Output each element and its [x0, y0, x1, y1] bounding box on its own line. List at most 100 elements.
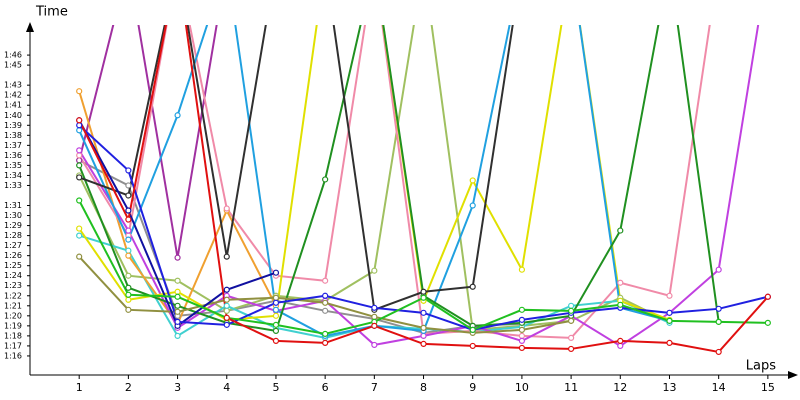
y-tick-label: 1:19	[4, 321, 22, 330]
point	[223, 307, 230, 314]
y-tick-label: 1:17	[4, 341, 22, 350]
y-tick-label: 1:36	[4, 151, 22, 160]
y-tick-label: 1:26	[4, 251, 22, 260]
point	[322, 307, 329, 314]
point	[715, 318, 722, 325]
point	[174, 332, 181, 339]
series-line	[78, 25, 670, 331]
point	[125, 236, 132, 243]
point	[272, 294, 280, 301]
x-tick-label: 3	[174, 381, 181, 394]
point	[420, 324, 427, 331]
point	[371, 322, 378, 329]
y-tick-label: 1:46	[4, 51, 22, 60]
point	[617, 337, 624, 345]
point	[76, 122, 83, 129]
point	[420, 309, 427, 316]
point	[174, 254, 181, 261]
point	[223, 253, 230, 260]
x-tick-label: 1	[76, 381, 83, 394]
point	[125, 207, 132, 214]
point	[518, 337, 526, 345]
point	[764, 319, 771, 326]
point	[174, 277, 181, 284]
x-tick-label: 4	[223, 381, 230, 394]
point	[322, 339, 329, 347]
point	[76, 157, 83, 164]
point	[518, 306, 526, 313]
y-tick-label: 1:33	[4, 181, 22, 190]
point	[715, 305, 722, 312]
y-tick-label: 1:25	[4, 261, 22, 270]
point	[223, 296, 230, 303]
point	[125, 252, 132, 259]
point	[76, 147, 83, 154]
series-line	[78, 25, 514, 312]
y-tick-label: 1:42	[4, 91, 22, 100]
y-tick-label: 1:37	[4, 141, 22, 150]
point	[125, 167, 132, 174]
point	[469, 283, 476, 290]
y-tick-label: 1:43	[4, 81, 22, 90]
x-tick-label: 14	[712, 381, 726, 394]
point	[223, 321, 230, 328]
x-tick-label: 11	[564, 381, 578, 394]
point	[568, 307, 575, 314]
point	[174, 112, 181, 119]
point	[322, 176, 329, 183]
point	[272, 299, 280, 306]
point	[125, 284, 132, 291]
point	[371, 304, 378, 311]
point	[420, 340, 427, 348]
point	[76, 127, 83, 134]
point	[174, 318, 181, 325]
y-tick-label: 1:40	[4, 111, 22, 120]
y-tick-label: 1:22	[4, 291, 22, 300]
point	[371, 313, 378, 320]
point	[617, 301, 624, 308]
y-tick-label: 1:30	[4, 211, 22, 220]
point	[125, 291, 132, 298]
point	[371, 341, 378, 349]
x-tick-label: 13	[662, 381, 676, 394]
point	[125, 182, 132, 189]
y-tick-label: 1:45	[4, 61, 22, 70]
point	[469, 177, 476, 184]
point	[223, 205, 230, 212]
point	[518, 266, 526, 273]
point	[568, 317, 575, 324]
point	[125, 227, 132, 234]
point	[469, 326, 476, 333]
point	[617, 279, 624, 286]
point	[617, 227, 624, 234]
point	[125, 192, 132, 199]
point	[125, 272, 132, 279]
point	[518, 316, 526, 323]
y-tick-label: 1:27	[4, 241, 22, 250]
x-tick-label: 9	[469, 381, 476, 394]
x-arrow	[788, 371, 798, 379]
point	[76, 174, 83, 181]
point	[223, 302, 230, 309]
point	[518, 332, 526, 339]
point	[322, 292, 329, 299]
point	[76, 232, 83, 239]
point	[76, 225, 83, 232]
point	[764, 293, 771, 300]
point	[666, 309, 673, 316]
point	[174, 308, 181, 315]
point	[125, 296, 132, 303]
point	[371, 267, 378, 274]
y-tick-label: 1:18	[4, 331, 22, 340]
point	[76, 162, 83, 169]
x-tick-label: 15	[761, 381, 775, 394]
point	[125, 247, 132, 254]
x-axis-label: Laps	[746, 359, 776, 374]
point	[272, 327, 280, 334]
point	[420, 288, 427, 295]
series-line	[78, 25, 720, 332]
y-tick-label: 1:24	[4, 271, 22, 280]
point	[568, 345, 575, 353]
point	[76, 253, 83, 260]
